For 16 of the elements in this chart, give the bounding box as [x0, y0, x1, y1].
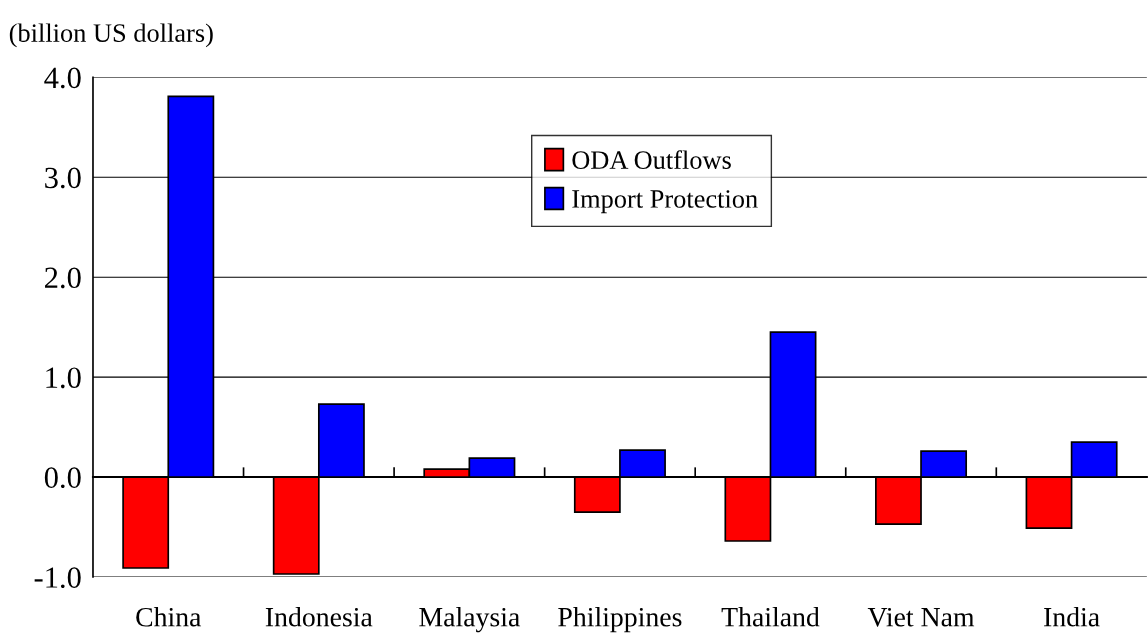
- x-tick-label: Thailand: [721, 607, 820, 627]
- x-tick-label: China: [136, 607, 202, 627]
- y-axis-title: (billion US dollars): [9, 23, 213, 48]
- y-tick-label: 1.0: [46, 367, 81, 389]
- x-tick-label: Philippines: [558, 607, 682, 633]
- x-tick-label: Indonesia: [265, 607, 373, 627]
- x-tick-label: Malaysia: [419, 607, 520, 633]
- y-tick-label: 0.0: [44, 467, 81, 489]
- x-tick-label: India: [1044, 607, 1100, 627]
- legend-label: ODA Outflows: [572, 150, 731, 169]
- legend-label: Import Protection: [572, 190, 758, 214]
- y-tick-label: 2.0: [45, 267, 81, 289]
- y-tick-label: -1.0: [34, 567, 81, 589]
- y-tick-label: 3.0: [45, 167, 81, 189]
- x-tick-label: Viet Nam: [867, 607, 975, 627]
- y-tick-label: 4.0: [44, 67, 81, 89]
